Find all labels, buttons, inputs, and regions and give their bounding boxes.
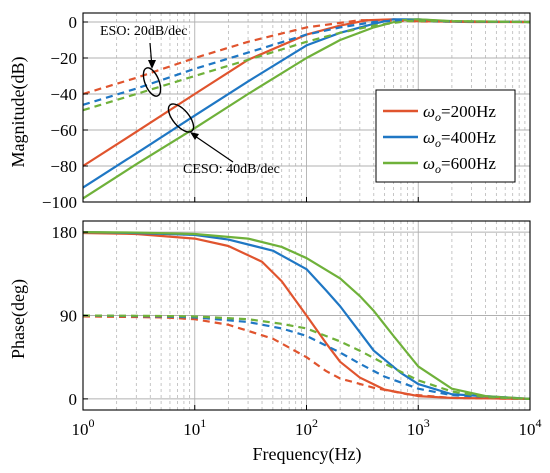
magnitude-y-tick-label: −20 — [50, 49, 77, 68]
magnitude-y-tick-label: −80 — [50, 157, 77, 176]
eso-arrow-head — [148, 60, 156, 69]
legend-label: ωo=400Hz — [423, 128, 496, 150]
x-tick-label: 103 — [407, 416, 430, 439]
phase-series-line — [82, 231, 531, 400]
x-tick-label: 100 — [72, 416, 95, 439]
x-tick-label: 104 — [519, 416, 542, 439]
phase-plot-frame — [82, 220, 531, 411]
phase-y-axis-title: Phase(deg) — [8, 279, 29, 359]
legend: ωo=200Hz ωo=400Hz ωo=600Hz — [375, 89, 516, 183]
magnitude-y-axis-title: Magnitude(dB) — [8, 57, 29, 168]
x-tick-label: 101 — [183, 416, 206, 439]
magnitude-y-tick-label: −40 — [50, 85, 77, 104]
phase-series-line — [82, 315, 531, 400]
ceso-annotation: CESO: 40dB/dec — [183, 162, 280, 177]
phase-series-line — [82, 314, 531, 400]
text-layer: 0 −20 −40 −60 −80 −100 180 90 0 100 101 102 103 104 — [42, 13, 542, 439]
eso-annotation: ESO: 20dB/dec — [100, 24, 188, 39]
magnitude-series-line — [82, 18, 531, 200]
x-axis-title: Frequency(Hz) — [253, 444, 362, 465]
ceso-arrow-line — [191, 133, 234, 163]
magnitude-y-tick-label: −60 — [50, 121, 77, 140]
ceso-arrow-head — [190, 132, 199, 140]
grid-layer — [82, 13, 531, 410]
phase-series-line — [82, 231, 531, 400]
eso-marker-ellipse — [142, 67, 162, 97]
magnitude-series-line — [82, 20, 531, 112]
legend-label: ωo=200Hz — [423, 102, 496, 124]
phase-y-tick-label: 180 — [52, 223, 78, 242]
phase-y-tick-label: 90 — [60, 307, 77, 326]
legend-label: ωo=600Hz — [423, 154, 496, 176]
phase-series-line — [82, 314, 531, 400]
x-tick-label: 102 — [295, 416, 318, 439]
magnitude-y-tick-label: 0 — [69, 13, 78, 32]
series-layer — [82, 18, 531, 400]
phase-series-line — [82, 231, 531, 400]
magnitude-plot-frame — [82, 12, 531, 203]
phase-y-tick-label: 0 — [69, 390, 78, 409]
magnitude-y-tick-label: −100 — [42, 193, 77, 212]
ceso-marker-ellipse — [167, 103, 195, 133]
frame-layer — [82, 12, 531, 411]
